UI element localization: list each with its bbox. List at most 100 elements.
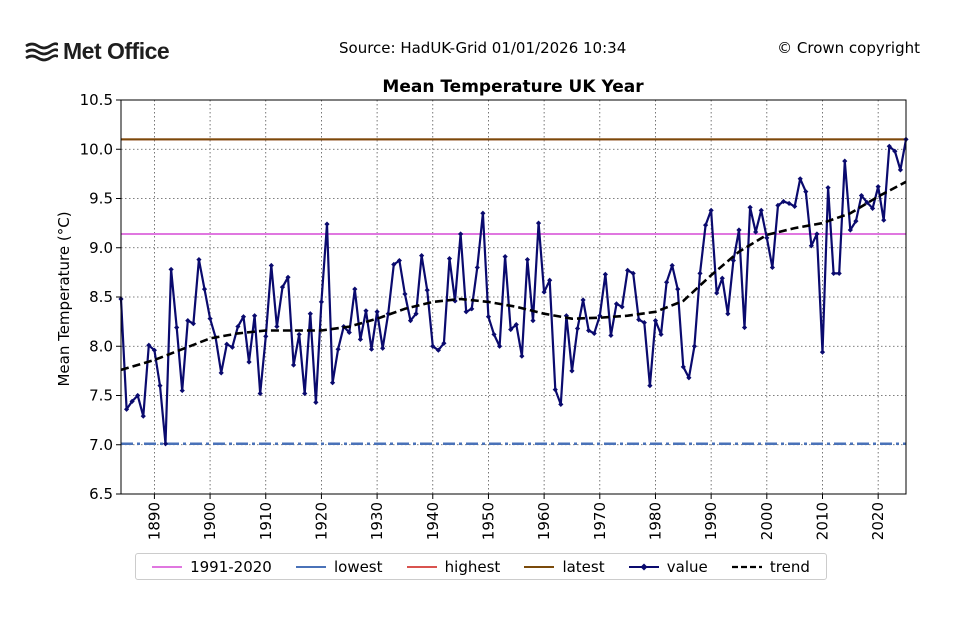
value-point xyxy=(708,207,714,213)
value-point xyxy=(201,286,208,292)
value-point xyxy=(647,383,653,389)
legend-item-value: value xyxy=(628,558,708,576)
value-point xyxy=(547,277,553,283)
value-point xyxy=(424,287,430,293)
y-tick-label: 7.5 xyxy=(89,387,113,405)
y-tick-label: 10.5 xyxy=(80,91,113,109)
x-tick-label: 2010 xyxy=(813,502,831,540)
value-point xyxy=(836,270,842,276)
value-point xyxy=(769,264,775,271)
value-point xyxy=(246,359,252,365)
value-point xyxy=(268,262,274,269)
value-point xyxy=(702,222,709,228)
value-point xyxy=(586,327,592,334)
x-tick-label: 1910 xyxy=(257,502,275,540)
met-office-logo: Met Office xyxy=(24,38,170,65)
value-point xyxy=(686,375,692,381)
value-point xyxy=(758,207,764,213)
value-point xyxy=(391,261,397,268)
value-point xyxy=(235,323,241,330)
value-point xyxy=(541,289,547,295)
x-tick-label: 2000 xyxy=(758,502,776,540)
value-point xyxy=(669,262,675,269)
value-point xyxy=(719,275,725,281)
value-point xyxy=(664,279,670,285)
x-tick-label: 1900 xyxy=(201,502,219,540)
value-point xyxy=(413,311,419,317)
value-point xyxy=(274,323,280,330)
value-point xyxy=(630,270,636,276)
y-tick-label: 6.5 xyxy=(89,485,113,503)
value-point xyxy=(402,291,408,297)
value-point xyxy=(897,167,904,173)
value-point xyxy=(508,326,514,333)
value-point xyxy=(524,256,531,263)
y-tick-label: 8.0 xyxy=(89,337,113,355)
value-point xyxy=(597,313,603,319)
value-point xyxy=(875,184,881,190)
value-point xyxy=(530,318,536,324)
legend-label-lowest: lowest xyxy=(333,557,383,576)
x-tick-label: 1990 xyxy=(702,502,720,540)
value-point xyxy=(435,347,441,353)
value-point xyxy=(563,313,569,319)
value-point xyxy=(730,257,737,264)
value-point xyxy=(179,387,185,394)
value-point xyxy=(352,286,358,292)
value-point xyxy=(363,308,369,314)
legend-swatch-latest xyxy=(524,565,555,568)
value-point xyxy=(146,342,152,348)
value-point xyxy=(162,441,169,447)
x-tick-label: 1940 xyxy=(424,502,442,540)
value-point xyxy=(335,346,341,352)
value-point xyxy=(636,317,642,323)
value-point xyxy=(502,254,508,260)
legend-item-trend: trend xyxy=(731,558,810,576)
value-point xyxy=(346,329,352,336)
value-point xyxy=(480,210,486,216)
value-point xyxy=(190,320,196,327)
value-point xyxy=(608,332,614,339)
x-tick-label: 2020 xyxy=(869,502,887,540)
value-point xyxy=(168,266,174,273)
value-point xyxy=(469,306,475,312)
met-office-logo-icon xyxy=(25,41,58,61)
value-point xyxy=(174,324,180,331)
copyright-text: © Crown copyright xyxy=(777,39,920,57)
x-tick-label: 1980 xyxy=(646,502,664,540)
value-point xyxy=(574,325,581,332)
value-point xyxy=(775,202,781,208)
value-point xyxy=(441,340,447,346)
value-point xyxy=(591,330,597,337)
value-point xyxy=(458,231,464,237)
value-point xyxy=(290,362,297,368)
value-point xyxy=(736,227,742,233)
legend-item-lowest: lowest xyxy=(295,557,383,576)
met-office-logo-text: Met Office xyxy=(63,38,170,64)
value-point xyxy=(580,297,586,303)
value-series-line xyxy=(119,139,908,445)
source-text: Source: HadUK-Grid 01/01/2026 10:34 xyxy=(339,39,627,57)
value-point xyxy=(825,185,831,191)
value-point xyxy=(257,390,263,397)
value-point xyxy=(430,343,436,349)
value-point xyxy=(881,217,887,223)
chart-legend: 1991-2020 lowest highest latest value tr… xyxy=(135,553,827,580)
x-tick-label: 1890 xyxy=(145,502,163,540)
value-point xyxy=(380,345,386,351)
value-point xyxy=(797,176,803,182)
value-point xyxy=(318,299,325,305)
value-point xyxy=(569,368,575,374)
legend-swatch-value xyxy=(628,563,659,570)
value-point xyxy=(558,401,564,407)
value-point xyxy=(485,314,492,320)
value-point xyxy=(419,253,425,259)
value-point xyxy=(396,257,402,264)
legend-item-baseline: 1991-2020 xyxy=(152,558,272,576)
y-tick-label: 9.5 xyxy=(89,190,113,208)
value-point xyxy=(602,271,608,277)
value-point xyxy=(803,189,809,195)
value-point xyxy=(185,318,191,324)
x-tick-label: 1930 xyxy=(368,502,386,540)
